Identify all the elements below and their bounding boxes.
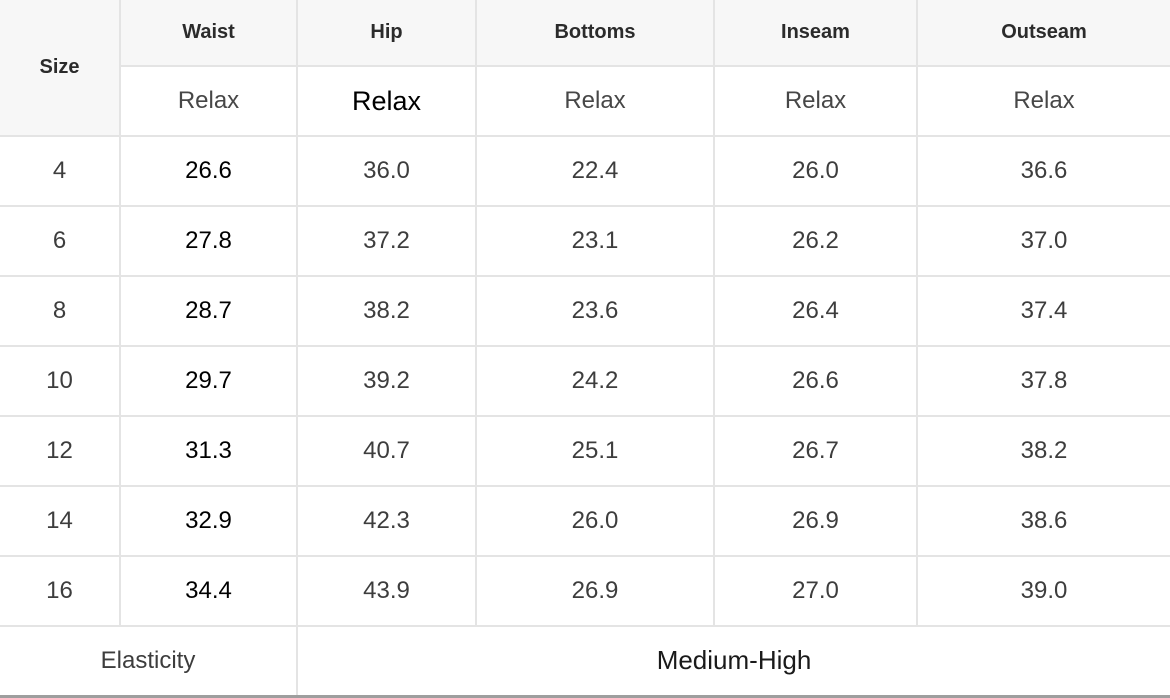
measurement-cell: 26.0 [713, 135, 918, 207]
measurement-cell: 31.3 [119, 415, 298, 487]
column-header-size: Size [0, 0, 121, 137]
table-row: 12 31.3 40.7 25.1 26.7 38.2 [0, 415, 1170, 487]
measurement-cell: 26.7 [713, 415, 918, 487]
relax-subheader-hip: Relax [296, 65, 477, 137]
column-header-bottoms: Bottoms [475, 0, 715, 67]
table-row: 4 26.6 36.0 22.4 26.0 36.6 [0, 135, 1170, 207]
measurement-cell: 25.1 [475, 415, 715, 487]
column-header-inseam: Inseam [713, 0, 918, 67]
relax-subheader-inseam: Relax [713, 65, 918, 137]
measurement-cell: 28.7 [119, 275, 298, 347]
column-header-outseam: Outseam [916, 0, 1170, 67]
elasticity-label: Elasticity [0, 625, 298, 698]
measurement-cell: 26.9 [713, 485, 918, 557]
size-cell: 10 [0, 345, 121, 417]
measurement-cell: 26.0 [475, 485, 715, 557]
measurement-cell: 26.2 [713, 205, 918, 277]
measurement-cell: 23.6 [475, 275, 715, 347]
subheader-row: Relax Relax Relax Relax Relax [0, 65, 1170, 137]
measurement-cell: 38.2 [296, 275, 477, 347]
size-cell: 6 [0, 205, 121, 277]
measurement-cell: 36.6 [916, 135, 1170, 207]
measurement-cell: 38.2 [916, 415, 1170, 487]
measurement-cell: 22.4 [475, 135, 715, 207]
size-cell: 14 [0, 485, 121, 557]
size-cell: 8 [0, 275, 121, 347]
measurement-cell: 39.2 [296, 345, 477, 417]
elasticity-value: Medium-High [296, 625, 1170, 698]
table-row: 14 32.9 42.3 26.0 26.9 38.6 [0, 485, 1170, 557]
measurement-cell: 26.9 [475, 555, 715, 627]
measurement-cell: 27.0 [713, 555, 918, 627]
size-cell: 4 [0, 135, 121, 207]
measurement-cell: 24.2 [475, 345, 715, 417]
size-cell: 12 [0, 415, 121, 487]
size-rows: 4 26.6 36.0 22.4 26.0 36.6 6 27.8 37.2 23.1 26.2 37… [0, 135, 1170, 627]
measurement-cell: 27.8 [119, 205, 298, 277]
table-row: 6 27.8 37.2 23.1 26.2 37.0 [0, 205, 1170, 277]
measurement-cell: 43.9 [296, 555, 477, 627]
measurement-cell: 37.0 [916, 205, 1170, 277]
measurement-cell: 26.6 [119, 135, 298, 207]
table-row: 10 29.7 39.2 24.2 26.6 37.8 [0, 345, 1170, 417]
measurement-cell: 37.2 [296, 205, 477, 277]
relax-subheader-outseam: Relax [916, 65, 1170, 137]
measurement-cell: 26.4 [713, 275, 918, 347]
header-row: Size Waist Hip Bottoms Inseam Outseam [0, 0, 1170, 137]
measurement-cell: 42.3 [296, 485, 477, 557]
table-row: 16 34.4 43.9 26.9 27.0 39.0 [0, 555, 1170, 627]
measurement-cell: 34.4 [119, 555, 298, 627]
measurement-cell: 38.6 [916, 485, 1170, 557]
size-cell: 16 [0, 555, 121, 627]
table-row: 8 28.7 38.2 23.6 26.4 37.4 [0, 275, 1170, 347]
measurement-cell: 36.0 [296, 135, 477, 207]
measurement-cell: 37.8 [916, 345, 1170, 417]
measurement-cell: 32.9 [119, 485, 298, 557]
measurement-cell: 39.0 [916, 555, 1170, 627]
measurement-cell: 40.7 [296, 415, 477, 487]
measurement-cell: 26.6 [713, 345, 918, 417]
measurement-cell: 23.1 [475, 205, 715, 277]
elasticity-row: Elasticity Medium-High [0, 625, 1170, 698]
measurement-cell: 37.4 [916, 275, 1170, 347]
relax-subheader-waist: Relax [120, 65, 298, 137]
relax-subheader-bottoms: Relax [475, 65, 715, 137]
measurement-cell: 29.7 [119, 345, 298, 417]
column-header-waist: Waist [119, 0, 298, 67]
column-header-hip: Hip [296, 0, 477, 67]
